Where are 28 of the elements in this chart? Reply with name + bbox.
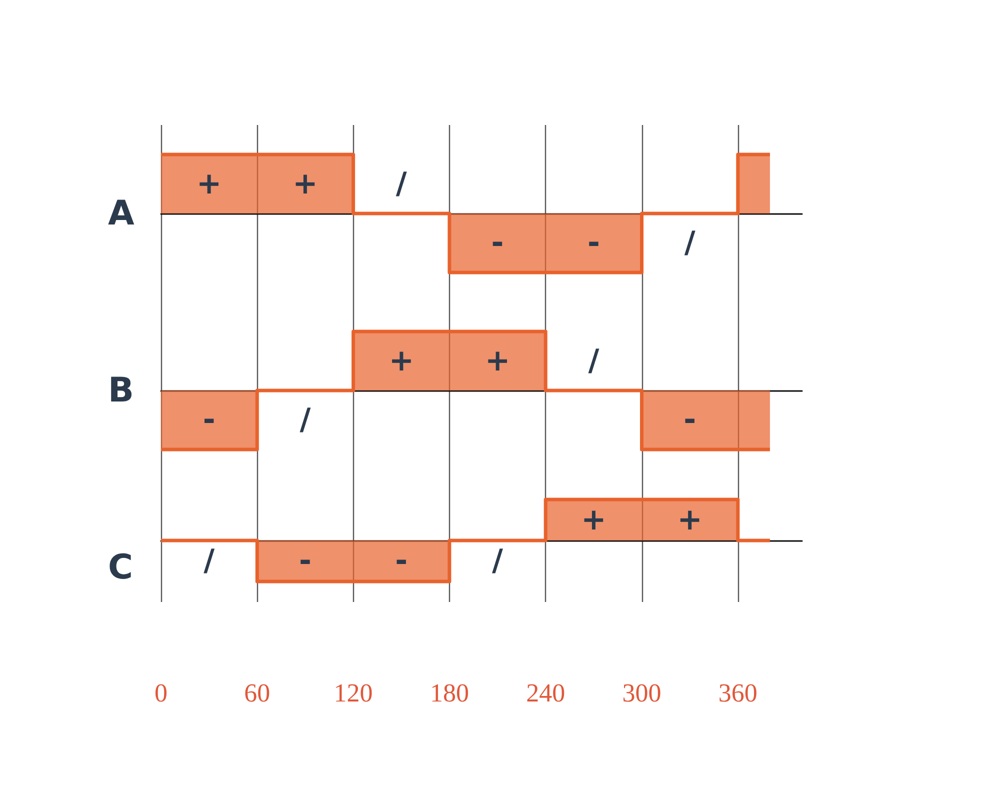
x-tick-label: 60 (244, 678, 270, 708)
x-tick-label: 240 (526, 678, 566, 708)
annotation: / (396, 166, 407, 202)
x-tick-label: 360 (718, 678, 758, 708)
annotation: - (299, 544, 312, 578)
annotation: - (202, 402, 216, 438)
annotation: + (196, 166, 222, 202)
annotation: + (292, 166, 318, 202)
annotation: + (484, 344, 510, 378)
x-tick-label: 120 (334, 678, 373, 708)
annotation: / (492, 544, 504, 578)
annotation: / (300, 402, 311, 438)
y-axis-title: C (108, 548, 133, 588)
annotation: / (684, 226, 696, 260)
annotation: / (588, 344, 600, 378)
y-axis-title: B (108, 370, 134, 410)
annotation: + (581, 502, 606, 538)
x-tick-label: 0 (154, 678, 168, 708)
annotation: - (587, 226, 600, 260)
annotation: - (684, 402, 696, 438)
annotation: - (491, 226, 504, 260)
annotation: + (677, 502, 702, 538)
annotation: - (395, 544, 408, 578)
annotation: + (388, 344, 414, 378)
x-tick-label: 300 (622, 678, 662, 708)
annotation: / (204, 544, 215, 578)
x-tick-label: 180 (430, 678, 469, 708)
y-axis-title: A (108, 194, 135, 234)
